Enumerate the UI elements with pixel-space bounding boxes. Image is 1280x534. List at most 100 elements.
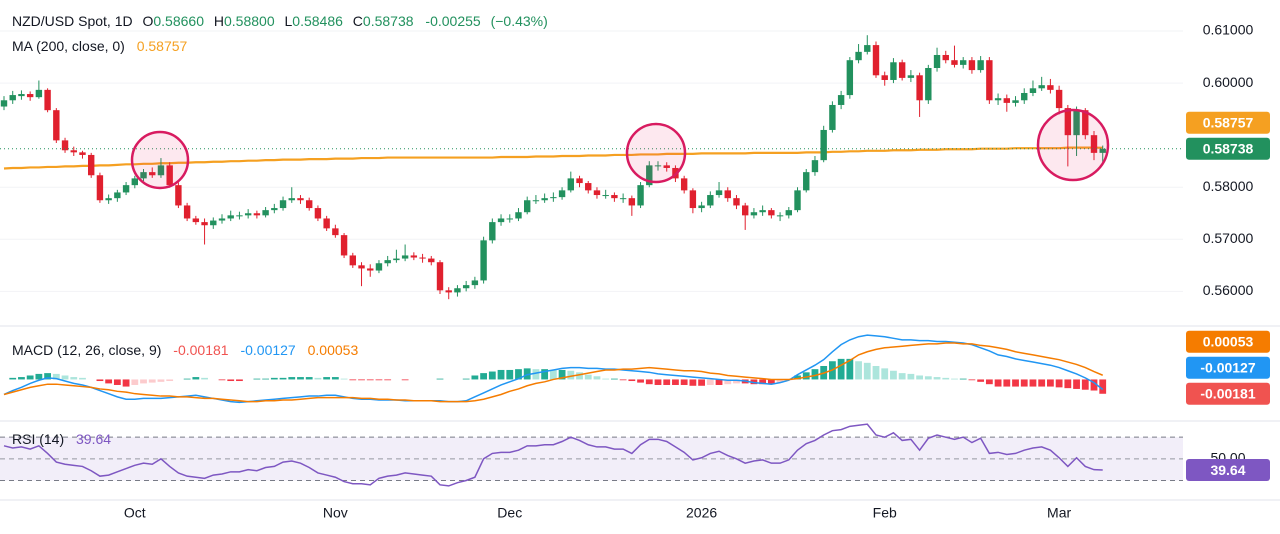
histogram-bar (18, 377, 25, 380)
candle-body (253, 213, 261, 216)
candle-body (462, 285, 470, 289)
histogram-bar (567, 370, 575, 380)
histogram-bar (358, 379, 365, 381)
candle-body (864, 45, 871, 52)
candle-body (471, 280, 479, 286)
candle-body (349, 255, 356, 266)
histogram-bar (733, 379, 740, 384)
histogram-bar (506, 369, 514, 380)
histogram-bar (105, 379, 113, 384)
histogram-bar (480, 373, 487, 380)
histogram-bar (305, 377, 313, 380)
candle-body (637, 185, 644, 206)
histogram-bar (611, 378, 618, 380)
last-value-label: 0.58757 (1203, 115, 1254, 131)
histogram-bar (724, 379, 732, 385)
histogram-bar (776, 379, 784, 383)
candle-body (803, 172, 810, 191)
rsi-value: 39.64 (76, 431, 111, 447)
macd-value: -0.00181 (173, 342, 228, 358)
histogram-bar (706, 379, 714, 385)
candle-body (367, 268, 374, 271)
last-value-box (1186, 330, 1270, 353)
histogram-bar (602, 378, 610, 380)
macd-legend: MACD (12, 26, close, 9) -0.00181 -0.0012… (12, 342, 358, 358)
candle-body (401, 255, 409, 259)
candle-body (968, 60, 976, 71)
histogram-bar (253, 378, 261, 380)
candle-body (306, 200, 313, 209)
y-tick-label: 0.57000 (1203, 230, 1254, 246)
label-layer: 0.56000 0.57000 0.58000 0.60000 0.61000 Oct No… (124, 22, 1270, 521)
candle-body (166, 165, 173, 186)
candle-body (663, 165, 670, 168)
candle-body (480, 240, 487, 281)
histogram-bar (262, 378, 269, 380)
histogram-bar (201, 377, 208, 380)
histogram-bar (672, 379, 679, 385)
candle-body (1029, 88, 1037, 93)
candle-body (244, 213, 252, 216)
histogram-bar (846, 358, 854, 380)
histogram-bar (192, 377, 200, 380)
candle-body (88, 154, 95, 176)
histogram-bar (1047, 379, 1054, 387)
candle-body (846, 60, 854, 96)
candle-body (79, 152, 86, 155)
ma-legend: MA (200, close, 0) 0.58757 (12, 38, 188, 54)
candle-body (1047, 85, 1054, 90)
candle-body (855, 51, 862, 61)
histogram-bar (314, 377, 322, 380)
candle-body (960, 60, 967, 65)
highlight-circle (130, 130, 190, 190)
candle-body (689, 190, 697, 209)
ohlc-label: L (285, 13, 293, 29)
y-tick-label: 0.58000 (1203, 178, 1254, 194)
histogram-bar (837, 358, 845, 380)
ohlc-value: 0.58738 (363, 13, 414, 29)
candle-body (105, 198, 112, 201)
candle-body (428, 258, 435, 263)
candle-body (201, 222, 208, 226)
histogram-bar (1073, 379, 1080, 389)
candle-body (707, 195, 714, 206)
histogram-bar (1064, 379, 1072, 389)
candle-body (1082, 110, 1089, 136)
highlight-circle (625, 122, 687, 184)
candle-body (977, 60, 984, 71)
histogram-bar (890, 370, 897, 380)
candle-body (654, 165, 662, 167)
histogram-bar (270, 377, 278, 380)
histogram-bar (541, 369, 549, 380)
symbol: NZD/USD Spot, 1D (12, 13, 133, 29)
candle-body (811, 160, 819, 173)
candle-body (1055, 89, 1063, 109)
candle-body (218, 218, 226, 221)
histogram-bar (523, 368, 531, 380)
histogram-bar (916, 375, 923, 380)
candle-body (593, 190, 601, 196)
histogram-bar (236, 379, 243, 382)
histogram-bar (637, 379, 644, 383)
y-tick-label: 0.56000 (1203, 282, 1254, 298)
macd-line (3, 342, 1104, 403)
histogram-bar (218, 379, 226, 381)
histogram-bar (70, 377, 78, 380)
histogram-bar (288, 377, 296, 380)
candle-body (323, 218, 330, 229)
candle-body (994, 98, 1002, 101)
candle-body (898, 62, 906, 78)
candle-body (1012, 100, 1019, 103)
candle-body (1003, 98, 1010, 103)
candle-body (157, 165, 165, 176)
histogram-bar (340, 378, 348, 380)
ohlc-label: C (353, 13, 363, 29)
histogram-bar (549, 369, 557, 380)
histogram-bar (471, 375, 479, 380)
histogram-bar (663, 379, 671, 385)
histogram-bar (794, 375, 801, 380)
histogram-bar (977, 379, 985, 382)
histogram-bar (96, 379, 104, 382)
candle-body (742, 205, 749, 216)
candle-body (585, 183, 592, 191)
